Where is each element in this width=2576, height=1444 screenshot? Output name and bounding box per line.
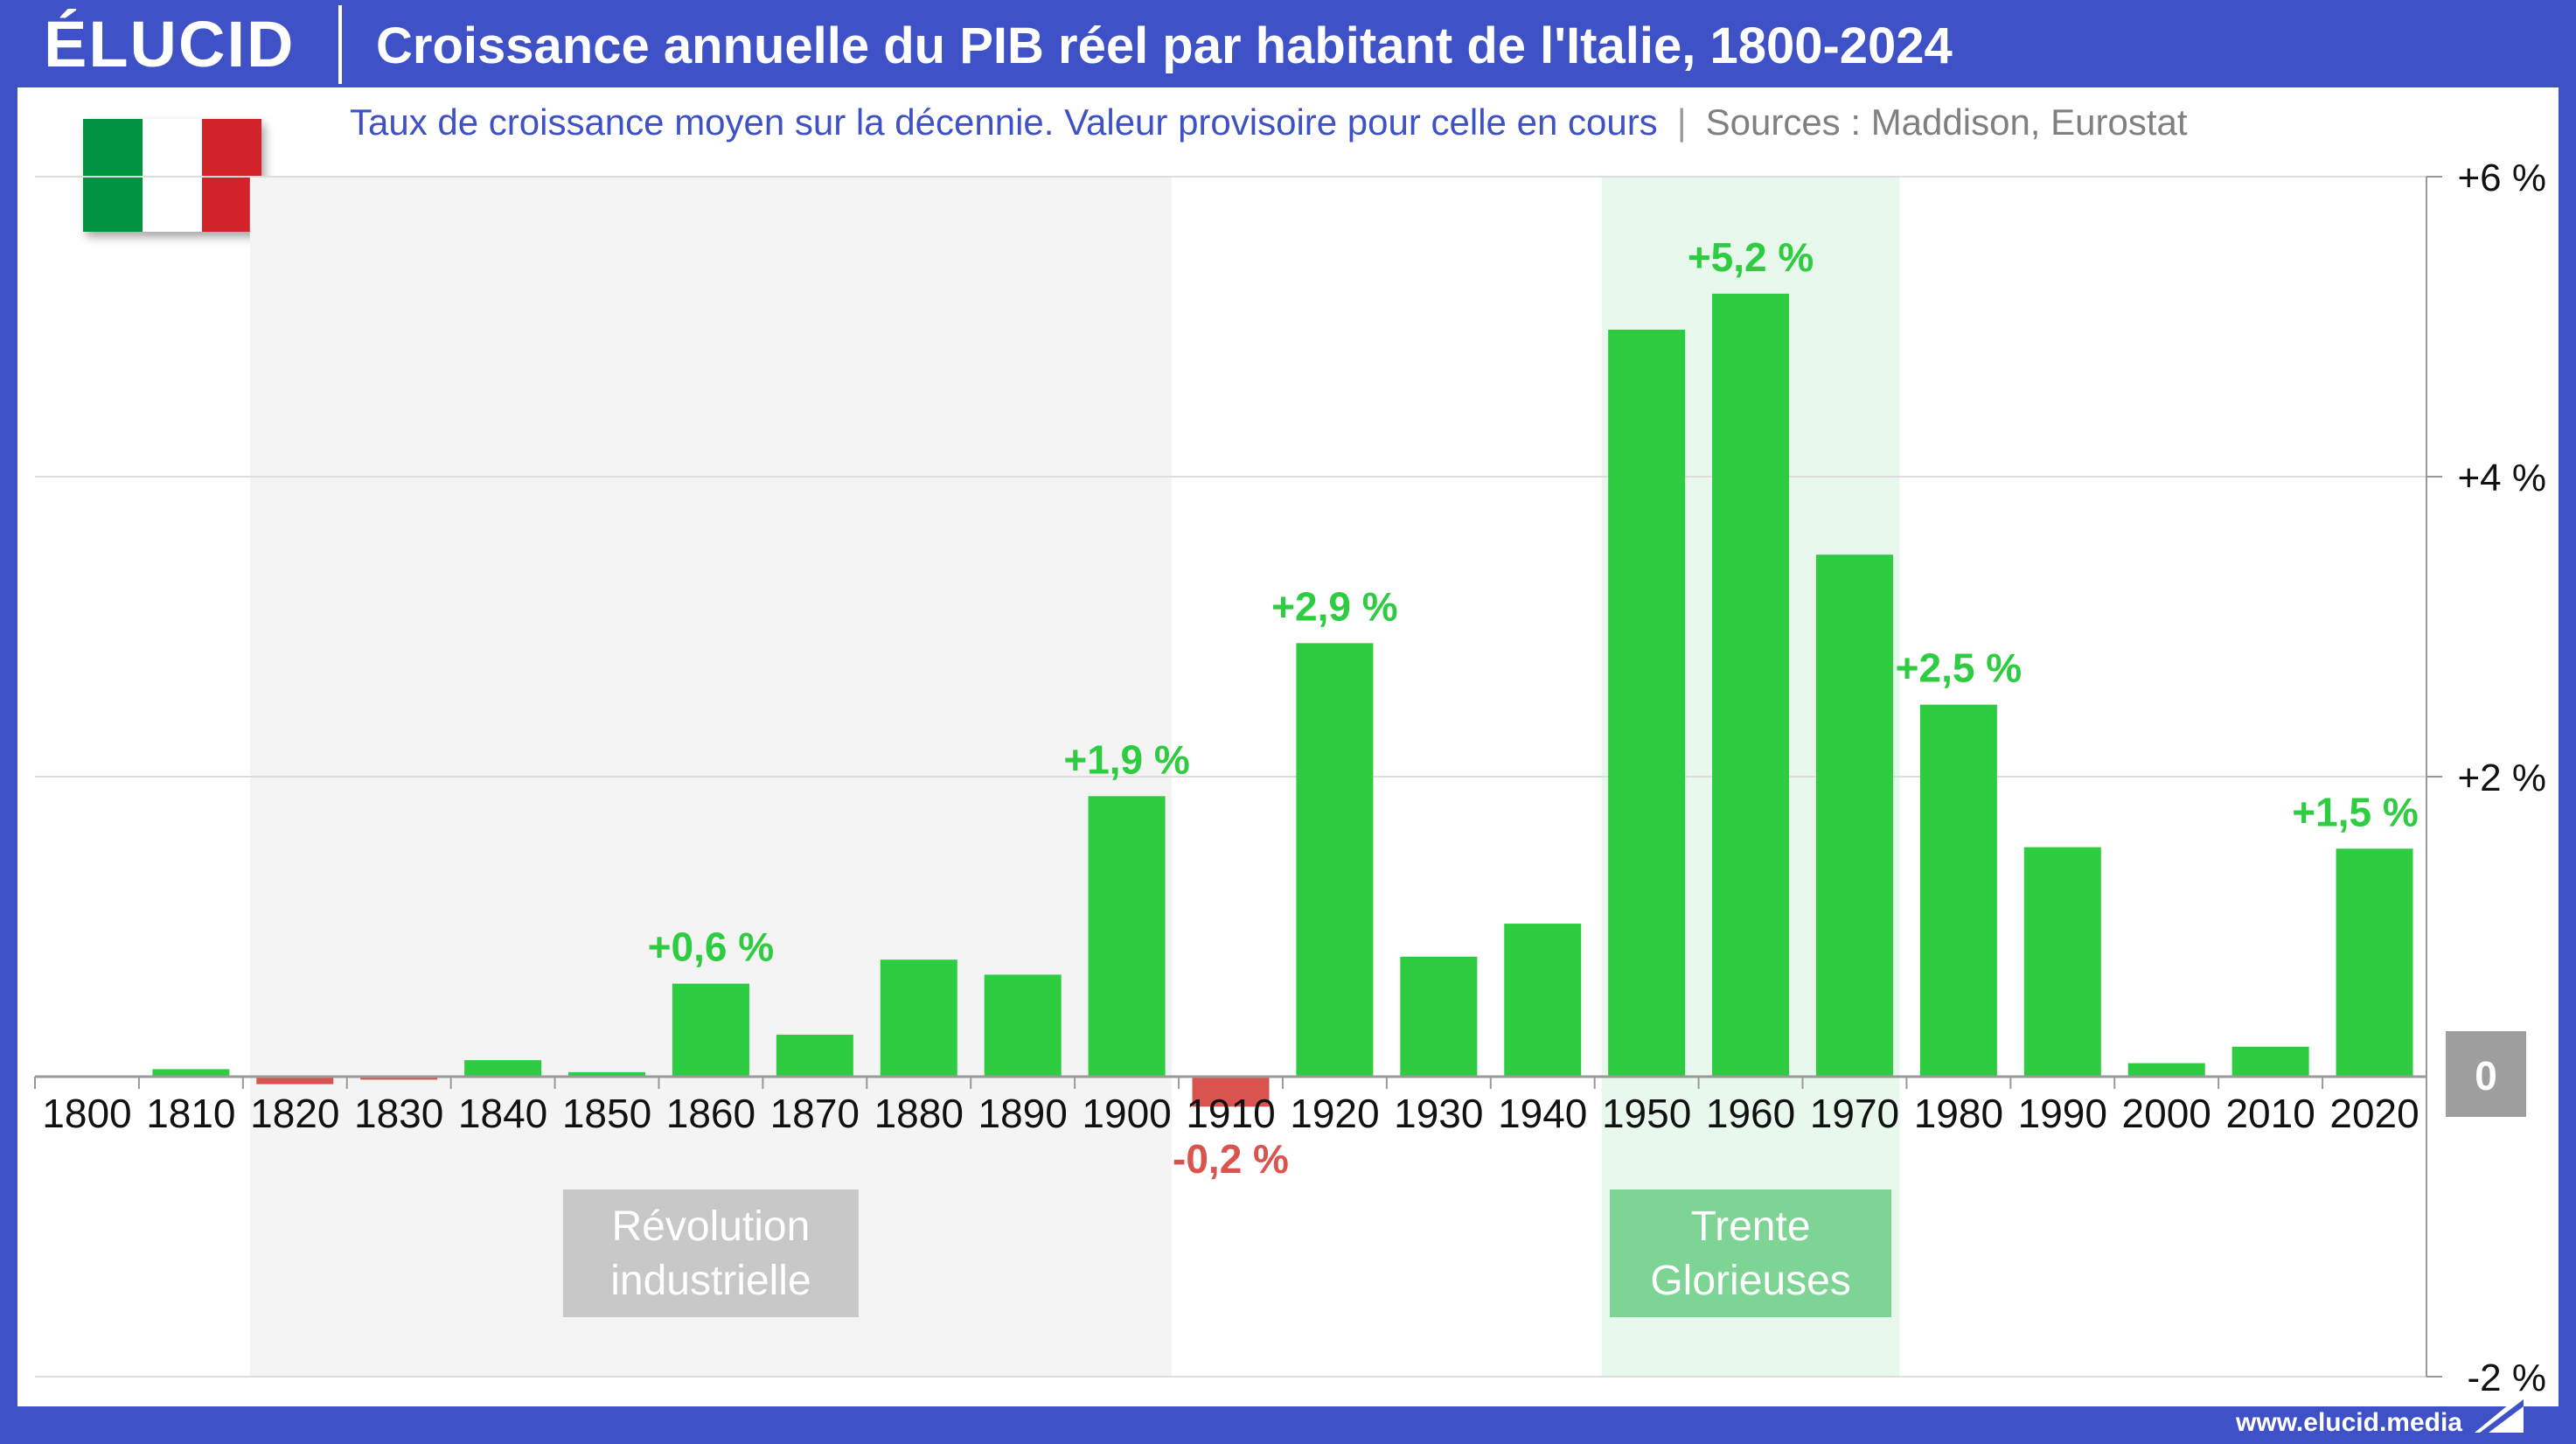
bar-1890 <box>984 974 1062 1077</box>
xtick-label-1960: 1960 <box>1706 1091 1795 1136</box>
bar-1840 <box>464 1060 542 1077</box>
xtick-label-1940: 1940 <box>1498 1091 1587 1136</box>
data-label-1920: +2,9 % <box>1271 583 1398 629</box>
header-divider <box>338 5 342 84</box>
xtick-label-1950: 1950 <box>1602 1091 1691 1136</box>
bar-1900 <box>1088 796 1166 1077</box>
footer-url: www.elucid.media <box>2236 1408 2462 1437</box>
gridlines <box>35 176 2426 1378</box>
bar-1930 <box>1400 956 1478 1077</box>
xtick-label-1830: 1830 <box>354 1091 443 1136</box>
bar-1920 <box>1296 643 1374 1077</box>
bar-2020 <box>2336 848 2413 1077</box>
subtitle-text: Taux de croissance moyen sur la décennie… <box>350 101 1658 143</box>
ytick-label-0: +6 % <box>2457 157 2546 199</box>
xtick-label-1900: 1900 <box>1082 1091 1171 1136</box>
flag-stripe-white <box>143 119 202 232</box>
bar-1910 <box>1192 1077 1270 1107</box>
bar-1940 <box>1504 924 1582 1077</box>
bar-1850 <box>568 1071 646 1077</box>
data-label-1860: +0,6 % <box>648 924 775 970</box>
bar-1830 <box>360 1077 438 1080</box>
xtick-label-2000: 2000 <box>2122 1091 2211 1136</box>
bar-1820 <box>256 1077 334 1085</box>
data-label-2020: +1,5 % <box>2292 789 2419 834</box>
bar-1980 <box>1919 704 1997 1077</box>
chart-title: Croissance annuelle du PIB réel par habi… <box>376 17 1953 74</box>
zero-badge-label: 0 <box>2475 1053 2497 1099</box>
data-label-1910: -0,2 % <box>1173 1136 1289 1182</box>
bar-1870 <box>776 1034 853 1077</box>
data-label-1960: +5,2 % <box>1688 234 1814 280</box>
xtick-label-1840: 1840 <box>458 1091 547 1136</box>
zero-badge <box>2446 1031 2526 1117</box>
bar-1960 <box>1712 293 1790 1077</box>
elucid-logo: ÉLUCID <box>44 8 296 80</box>
bar-1860 <box>672 983 749 1077</box>
xtick-label-1890: 1890 <box>978 1091 1068 1136</box>
chart-subtitle: Taux de croissance moyen sur la décennie… <box>350 96 2188 149</box>
xtick-label-1930: 1930 <box>1394 1091 1483 1136</box>
band-label-0-0: Révolution <box>612 1203 811 1250</box>
band-label-0-1: industrielle <box>610 1258 811 1304</box>
xtick-label-2020: 2020 <box>2329 1091 2419 1136</box>
bar-2010 <box>2231 1046 2309 1077</box>
xtick-label-1800: 1800 <box>42 1091 131 1136</box>
bar-1810 <box>152 1069 230 1077</box>
xtick-label-1990: 1990 <box>2018 1091 2107 1136</box>
xtick-label-1980: 1980 <box>1914 1091 2003 1136</box>
ytick-label-3: -2 % <box>2468 1357 2546 1399</box>
xtick-label-1870: 1870 <box>770 1091 860 1136</box>
bar-1970 <box>1815 555 1893 1077</box>
xtick-label-1810: 1810 <box>146 1091 235 1136</box>
band-label-box-1 <box>1610 1189 1892 1317</box>
xtick-label-1820: 1820 <box>250 1091 339 1136</box>
band-label-1-0: Trente <box>1691 1203 1811 1250</box>
bar-1880 <box>880 959 957 1077</box>
xtick-label-1850: 1850 <box>562 1091 651 1136</box>
sources-text: Sources : Maddison, Eurostat <box>1705 101 2188 143</box>
data-label-1980: +2,5 % <box>1896 645 2023 691</box>
bars <box>48 293 2413 1107</box>
elucid-mark-icon <box>2475 1392 2524 1433</box>
flag-stripe-green <box>83 119 143 232</box>
xtick-label-1910: 1910 <box>1186 1091 1275 1136</box>
xtick-label-1860: 1860 <box>666 1091 755 1136</box>
xtick-label-2010: 2010 <box>2225 1091 2315 1136</box>
bar-2000 <box>2127 1063 2205 1077</box>
xtick-label-1880: 1880 <box>874 1091 964 1136</box>
band-label-box-0 <box>562 1189 859 1317</box>
xtick-label-1920: 1920 <box>1290 1091 1379 1136</box>
bar-1990 <box>2023 847 2101 1077</box>
labels: Révolution industrielle Trente Glorieuses +6… <box>42 157 2546 1399</box>
bar-1950 <box>1608 329 1686 1077</box>
ytick-label-2: +2 % <box>2457 757 2546 799</box>
axes <box>34 176 2442 1378</box>
ytick-label-1: +4 % <box>2457 457 2546 499</box>
subtitle-separator: | <box>1676 101 1687 143</box>
data-label-1900: +1,9 % <box>1063 736 1190 782</box>
xtick-label-1970: 1970 <box>1810 1091 1899 1136</box>
band-label-1-1: Glorieuses <box>1650 1258 1850 1304</box>
italy-flag-icon <box>83 119 261 232</box>
